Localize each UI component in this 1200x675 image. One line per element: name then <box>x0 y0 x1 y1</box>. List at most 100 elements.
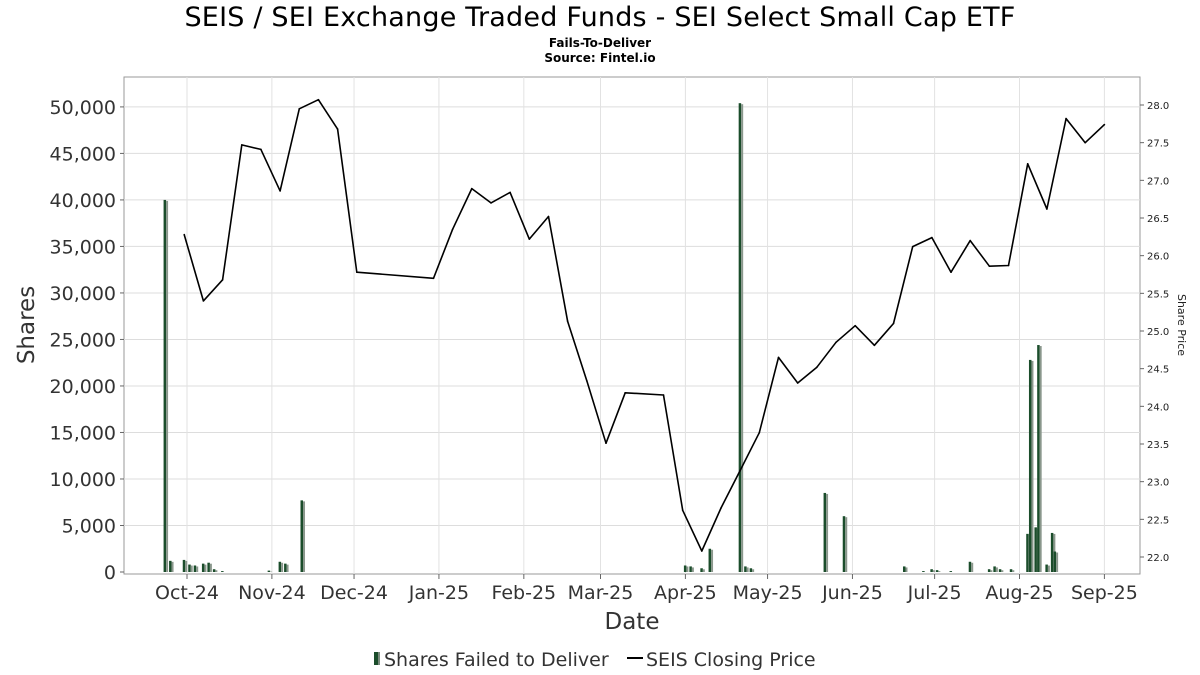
ftd-bar-fill <box>163 199 167 572</box>
price-point <box>720 507 722 509</box>
price-point <box>566 320 569 323</box>
x-tick-label: Jul-25 <box>907 582 962 604</box>
ftd-bar <box>749 568 755 572</box>
price-point <box>1065 117 1067 120</box>
price-point <box>221 278 224 281</box>
ftd-bar <box>193 565 199 572</box>
ftd-bar-fill <box>182 559 186 572</box>
ftd-bar-shade <box>190 565 193 572</box>
x-tick-label: Nov-24 <box>238 582 306 604</box>
x-tick-label: Feb-25 <box>491 582 556 604</box>
y2-tick-label: 24.5 <box>1147 365 1169 376</box>
ftd-bar <box>744 566 749 572</box>
y-tick-label: 40,000 <box>50 190 116 212</box>
ftd-bar-shade <box>1012 570 1015 572</box>
x-tick-label: Apr-25 <box>654 582 717 604</box>
y-tick-label: 45,000 <box>50 143 116 165</box>
ftd-bar-shade <box>746 567 749 572</box>
legend-bar-label: Shares Failed to Deliver <box>384 649 609 671</box>
ftd-bar <box>221 571 224 572</box>
legend-bar-swatch-shade <box>378 652 380 665</box>
price-point <box>796 382 799 384</box>
y-axis-title: Shares <box>14 286 40 364</box>
ftd-bar <box>968 561 974 572</box>
ftd-bar-shade <box>990 570 993 572</box>
y2-tick-label: 27.0 <box>1147 176 1169 187</box>
ftd-bar <box>201 563 207 572</box>
x-tick-label: Dec-24 <box>320 582 388 604</box>
x-tick-label: Mar-25 <box>568 582 634 604</box>
price-point <box>1103 123 1106 126</box>
price-point <box>835 341 837 344</box>
y2-tick-label: 23.0 <box>1147 478 1169 489</box>
ftd-bar <box>1053 551 1059 572</box>
ftd-bar <box>1028 359 1034 572</box>
ftd-bar <box>930 569 935 572</box>
ftd-bar <box>935 570 941 572</box>
ftd-bar-fill <box>922 571 925 572</box>
ftd-bar-fill <box>212 569 216 572</box>
price-point <box>662 394 665 396</box>
ftd-bar-shade <box>971 562 974 572</box>
price-point <box>816 366 818 368</box>
ftd-bar-fill <box>284 563 287 572</box>
grid-lines <box>124 77 1140 574</box>
ftd-bar-fill <box>1009 569 1013 572</box>
x-tick-label: Aug-25 <box>985 582 1053 604</box>
price-point <box>490 202 492 204</box>
y-tick-label: 10,000 <box>50 469 116 491</box>
x-tick-labels: Oct-24 Nov-24 Dec-24 Jan-25 Feb-25 Mar-25 Apr-… <box>155 574 1138 604</box>
ftd-bar-shade <box>826 493 829 572</box>
chart-subtitle: Fails-To-Deliver <box>548 36 652 50</box>
ftd-bar-fill <box>1034 527 1037 572</box>
legend-bar-swatch <box>374 652 378 665</box>
price-point <box>931 236 933 239</box>
ftd-bar-fill <box>700 568 703 572</box>
price-point <box>739 469 741 472</box>
price-point <box>240 144 243 146</box>
ftd-bar-fill <box>1050 532 1054 572</box>
y2-tick-label: 23.5 <box>1147 440 1169 451</box>
ftd-bar-shade <box>215 570 218 572</box>
ftd-bar-shade <box>686 566 689 572</box>
legend-line-label: SEIS Closing Price <box>646 649 816 671</box>
ftd-bar-shade <box>166 200 169 572</box>
y-tick-label: 15,000 <box>50 422 116 444</box>
price-point <box>183 233 186 236</box>
y-tick-label: 25,000 <box>50 329 116 351</box>
y2-tick-label: 26.5 <box>1147 214 1169 225</box>
ftd-bar-shade <box>286 564 289 572</box>
price-point <box>336 128 339 130</box>
plot-area <box>123 76 1141 575</box>
price-point <box>777 356 780 359</box>
ftd-bar-shade <box>1031 360 1034 572</box>
ftd-bar-shade <box>702 569 705 572</box>
ftd-bar <box>738 103 744 572</box>
ftd-bar <box>708 548 714 572</box>
ftd-bar-shade <box>741 104 744 572</box>
price-point <box>950 271 952 274</box>
y2-tick-label: 25.5 <box>1147 289 1169 300</box>
price-point <box>451 228 454 231</box>
ftd-bar <box>207 562 212 572</box>
y2-tick-label: 27.5 <box>1147 139 1169 150</box>
price-point <box>298 107 301 110</box>
ftd-bar-shade <box>691 567 694 572</box>
y2-tick-label: 22.5 <box>1147 515 1169 526</box>
ftd-bar-shade <box>995 567 998 572</box>
ftd-bar <box>987 569 993 572</box>
ftd-bar-shade <box>1001 570 1004 572</box>
y2-tick-label: 25.0 <box>1147 327 1169 338</box>
y2-axis-title: Share Price <box>1175 294 1188 356</box>
price-point <box>528 238 531 240</box>
ftd-bar <box>284 563 289 572</box>
price-point <box>892 322 895 325</box>
ftd-bar <box>683 565 689 572</box>
ftd-bar-fill <box>993 566 996 572</box>
price-point <box>758 431 761 434</box>
y-tick-label: 35,000 <box>50 236 116 258</box>
price-point <box>432 277 435 280</box>
ftd-bar-fill <box>935 570 939 572</box>
ftd-bar <box>212 569 218 572</box>
ftd-bar-fill <box>300 500 304 572</box>
